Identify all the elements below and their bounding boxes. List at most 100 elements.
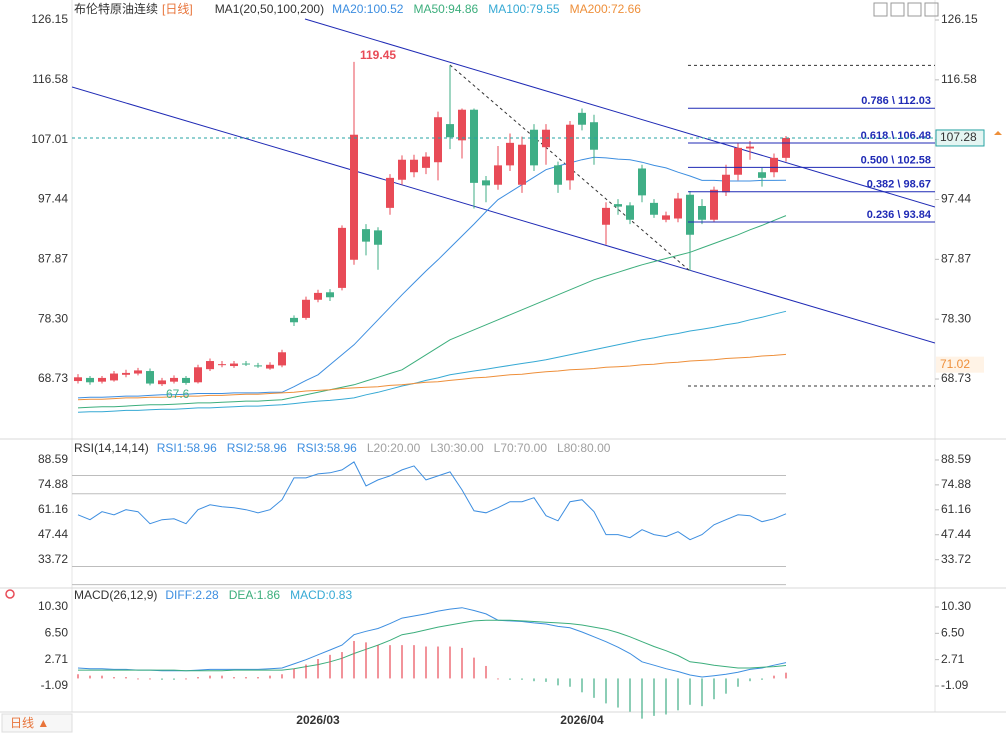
legend-entry: RSI2:58.96 <box>227 441 287 455</box>
candle-body <box>650 202 658 215</box>
candle-body <box>626 205 634 220</box>
rsi-line <box>77 461 787 541</box>
candle-body <box>518 144 526 185</box>
candle-body <box>422 156 430 168</box>
y-tick-label: 126.15 <box>31 12 68 26</box>
y-tick-label: 33.72 <box>38 552 68 566</box>
candle-body <box>266 364 274 369</box>
candle-body <box>602 207 610 225</box>
low-label: 67.6 <box>166 387 190 401</box>
channel-upper <box>304 18 935 208</box>
candle-body <box>446 124 454 138</box>
settings-icon[interactable] <box>5 589 15 599</box>
icon-button[interactable] <box>890 2 905 17</box>
candle-body <box>110 373 118 381</box>
y-tick-label: 88.59 <box>38 452 68 466</box>
last-price-box <box>935 129 985 147</box>
y-tick-label: 68.73 <box>38 371 68 385</box>
legend-entry: DIFF:2.28 <box>165 588 219 602</box>
high-label: 119.45 <box>360 48 396 62</box>
candle-body <box>482 180 490 186</box>
period-button-label[interactable]: 日线 ▲ <box>10 716 49 730</box>
y-tick-label-right: 97.44 <box>941 192 971 206</box>
candle-body <box>638 168 646 196</box>
legend-entry: RSI3:58.96 <box>297 441 357 455</box>
y-tick-label-right: 10.30 <box>941 599 971 613</box>
candle-body <box>590 122 598 150</box>
candle-body <box>338 227 346 288</box>
ma-line <box>77 215 787 409</box>
candle-body <box>386 177 394 208</box>
candle-body <box>290 317 298 323</box>
fib-label: 0.236 \ 93.84 <box>867 209 932 221</box>
candle-body <box>410 159 418 173</box>
candle-body <box>230 363 238 367</box>
legend-entry: RSI1:58.96 <box>157 441 217 455</box>
candle-body <box>530 129 538 166</box>
y-tick-label-right: 78.30 <box>941 311 971 325</box>
candle-body <box>218 364 226 366</box>
candle-body <box>614 204 622 207</box>
candle-body <box>194 367 202 383</box>
legend-entry: L30:30.00 <box>430 441 484 455</box>
y-tick-label: 2.71 <box>45 652 69 666</box>
legend-entry: MA1(20,50,100,200) <box>215 2 324 16</box>
candle-body <box>494 165 502 185</box>
y-tick-label-right: 33.72 <box>941 552 971 566</box>
candle-body <box>566 124 574 181</box>
candle-body <box>122 372 130 375</box>
candle-body <box>662 215 670 220</box>
fib-label: 0.500 \ 102.58 <box>861 154 931 166</box>
legend-entry: MACD:0.83 <box>290 588 352 602</box>
candle-body <box>734 147 742 175</box>
y-tick-label: 97.44 <box>38 192 68 206</box>
candle-body <box>746 146 754 149</box>
fib-label: 0.786 \ 112.03 <box>861 95 931 107</box>
candle-body <box>362 229 370 242</box>
axis-marker-label: 71.02 <box>940 357 970 371</box>
candle-body <box>242 363 250 365</box>
candle-body <box>86 377 94 383</box>
candle-body <box>302 299 310 318</box>
ma-line <box>77 310 787 413</box>
legend-entry: MA50:94.86 <box>413 2 478 16</box>
icon-button[interactable] <box>907 2 922 17</box>
candle-body <box>674 198 682 219</box>
candle-body <box>758 172 766 178</box>
candle-body <box>278 352 286 366</box>
period-button[interactable] <box>1 713 73 733</box>
legend-entry: DEA:1.86 <box>229 588 281 602</box>
legend-entry: MA200:72.66 <box>570 2 642 16</box>
candle-body <box>254 365 262 367</box>
candle-body <box>398 159 406 180</box>
candle-body <box>686 194 694 235</box>
y-tick-label: 61.16 <box>38 502 68 516</box>
icon-button[interactable] <box>924 2 939 17</box>
candle-body <box>554 165 562 185</box>
macd-line <box>78 619 787 672</box>
legend-entry: [日线] <box>162 2 193 16</box>
main-plot <box>74 61 790 413</box>
y-tick-label: 47.44 <box>38 527 68 541</box>
y-tick-label-right: 74.88 <box>941 477 971 491</box>
candle-body <box>134 370 142 374</box>
y-tick-label: 10.30 <box>38 599 68 613</box>
y-tick-label: 6.50 <box>45 626 69 640</box>
candle-body <box>326 292 334 298</box>
candle-body <box>206 361 214 370</box>
candle-body <box>506 142 514 166</box>
last-price-label: 107.28 <box>940 130 977 144</box>
price-alert-icon <box>994 131 1002 139</box>
icon-button[interactable] <box>873 2 888 17</box>
candle-body <box>350 134 358 260</box>
y-tick-label-right: 116.58 <box>941 72 977 86</box>
toolbar-icons[interactable] <box>873 2 939 17</box>
candle-body <box>698 205 706 220</box>
legend-entry: 布伦特原油连续 <box>74 1 158 16</box>
candle-body <box>146 371 154 384</box>
candle-body <box>470 109 478 183</box>
y-tick-label: -1.09 <box>41 678 69 692</box>
y-tick-label-right: 87.87 <box>941 251 971 265</box>
y-tick-label-right: -1.09 <box>941 678 969 692</box>
legend-entry: MACD(26,12,9) <box>74 588 157 602</box>
